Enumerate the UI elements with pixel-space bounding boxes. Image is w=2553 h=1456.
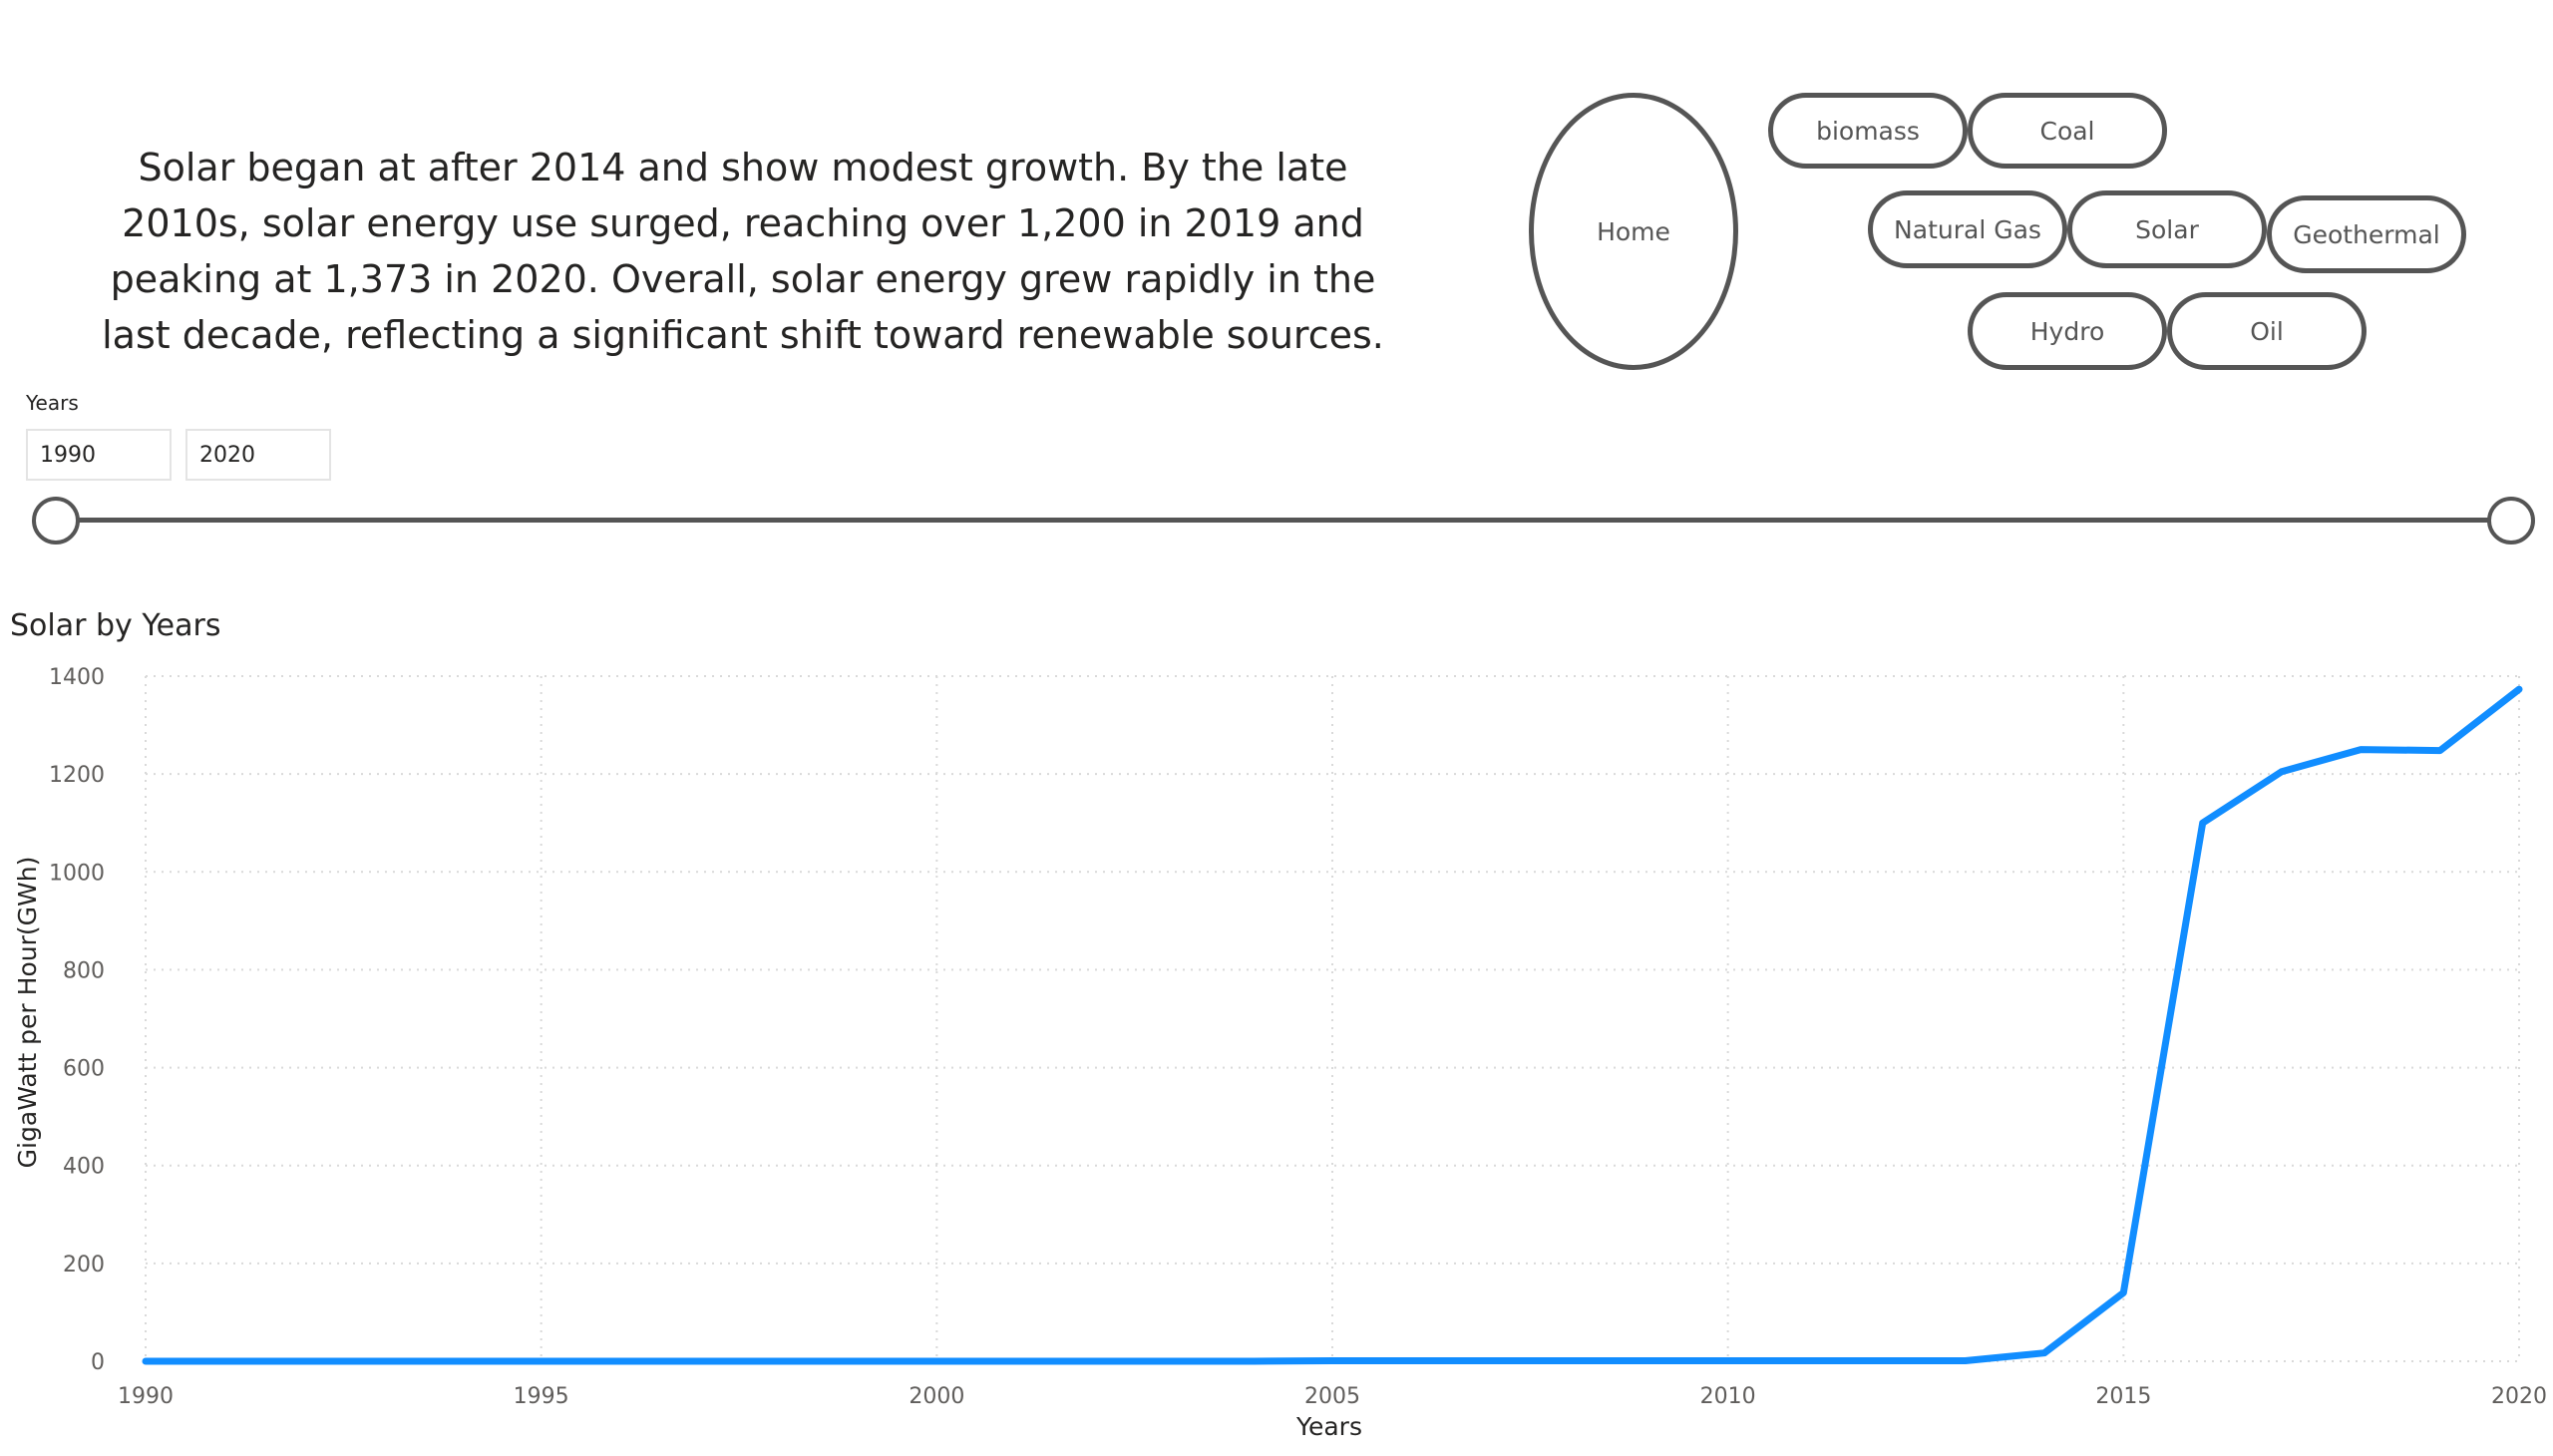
y-tick-label: 1000 (49, 861, 105, 886)
x-axis-ticks: 1990 1995 2000 2005 2010 2015 2020 (118, 1384, 2547, 1409)
narrative-text: Solar began at after 2014 and show modes… (102, 146, 1384, 357)
natural-gas-button[interactable]: Natural Gas (1868, 190, 2067, 268)
x-tick-label: 2015 (2095, 1384, 2151, 1409)
years-slider-track[interactable] (56, 518, 2511, 523)
y-tick-label: 1200 (49, 763, 105, 788)
y-tick-label: 400 (63, 1155, 105, 1180)
x-axis-label: Years (1295, 1412, 1362, 1441)
biomass-button[interactable]: biomass (1768, 93, 1968, 169)
y-axis-ticks: 0 200 400 600 800 1000 1200 1400 (49, 665, 105, 1375)
y-tick-label: 800 (63, 958, 105, 983)
solar-button[interactable]: Solar (2067, 190, 2267, 268)
solar-line-chart: 0 200 400 600 800 1000 1200 1400 1990 1995 2000 20… (13, 665, 2547, 1441)
x-tick-label: 2000 (909, 1384, 964, 1409)
geothermal-button[interactable]: Geothermal (2267, 195, 2466, 273)
years-slider-end-handle[interactable] (2487, 497, 2535, 545)
y-tick-label: 600 (63, 1057, 105, 1082)
y-tick-label: 0 (91, 1350, 105, 1375)
years-slider-start-handle[interactable] (32, 497, 80, 545)
hydro-button[interactable]: Hydro (1968, 292, 2167, 370)
years-end-input[interactable] (185, 429, 331, 481)
chart-grid (145, 675, 2520, 1362)
solar-series-line (142, 685, 2523, 1365)
x-tick-label: 2020 (2491, 1384, 2547, 1409)
y-axis-label: GigaWatt per Hour(GWh) (13, 857, 42, 1169)
years-slicer-label: Years (26, 391, 79, 415)
coal-button[interactable]: Coal (1968, 93, 2167, 169)
y-tick-label: 200 (63, 1253, 105, 1277)
x-tick-label: 1995 (514, 1384, 569, 1409)
x-tick-label: 1990 (118, 1384, 174, 1409)
x-tick-label: 2005 (1304, 1384, 1360, 1409)
chart-title: Solar by Years (10, 608, 221, 643)
x-tick-label: 2010 (1700, 1384, 1756, 1409)
home-button[interactable]: Home (1529, 93, 1738, 370)
y-tick-label: 1400 (49, 665, 105, 690)
years-start-input[interactable] (26, 429, 172, 481)
oil-button[interactable]: Oil (2167, 292, 2367, 370)
